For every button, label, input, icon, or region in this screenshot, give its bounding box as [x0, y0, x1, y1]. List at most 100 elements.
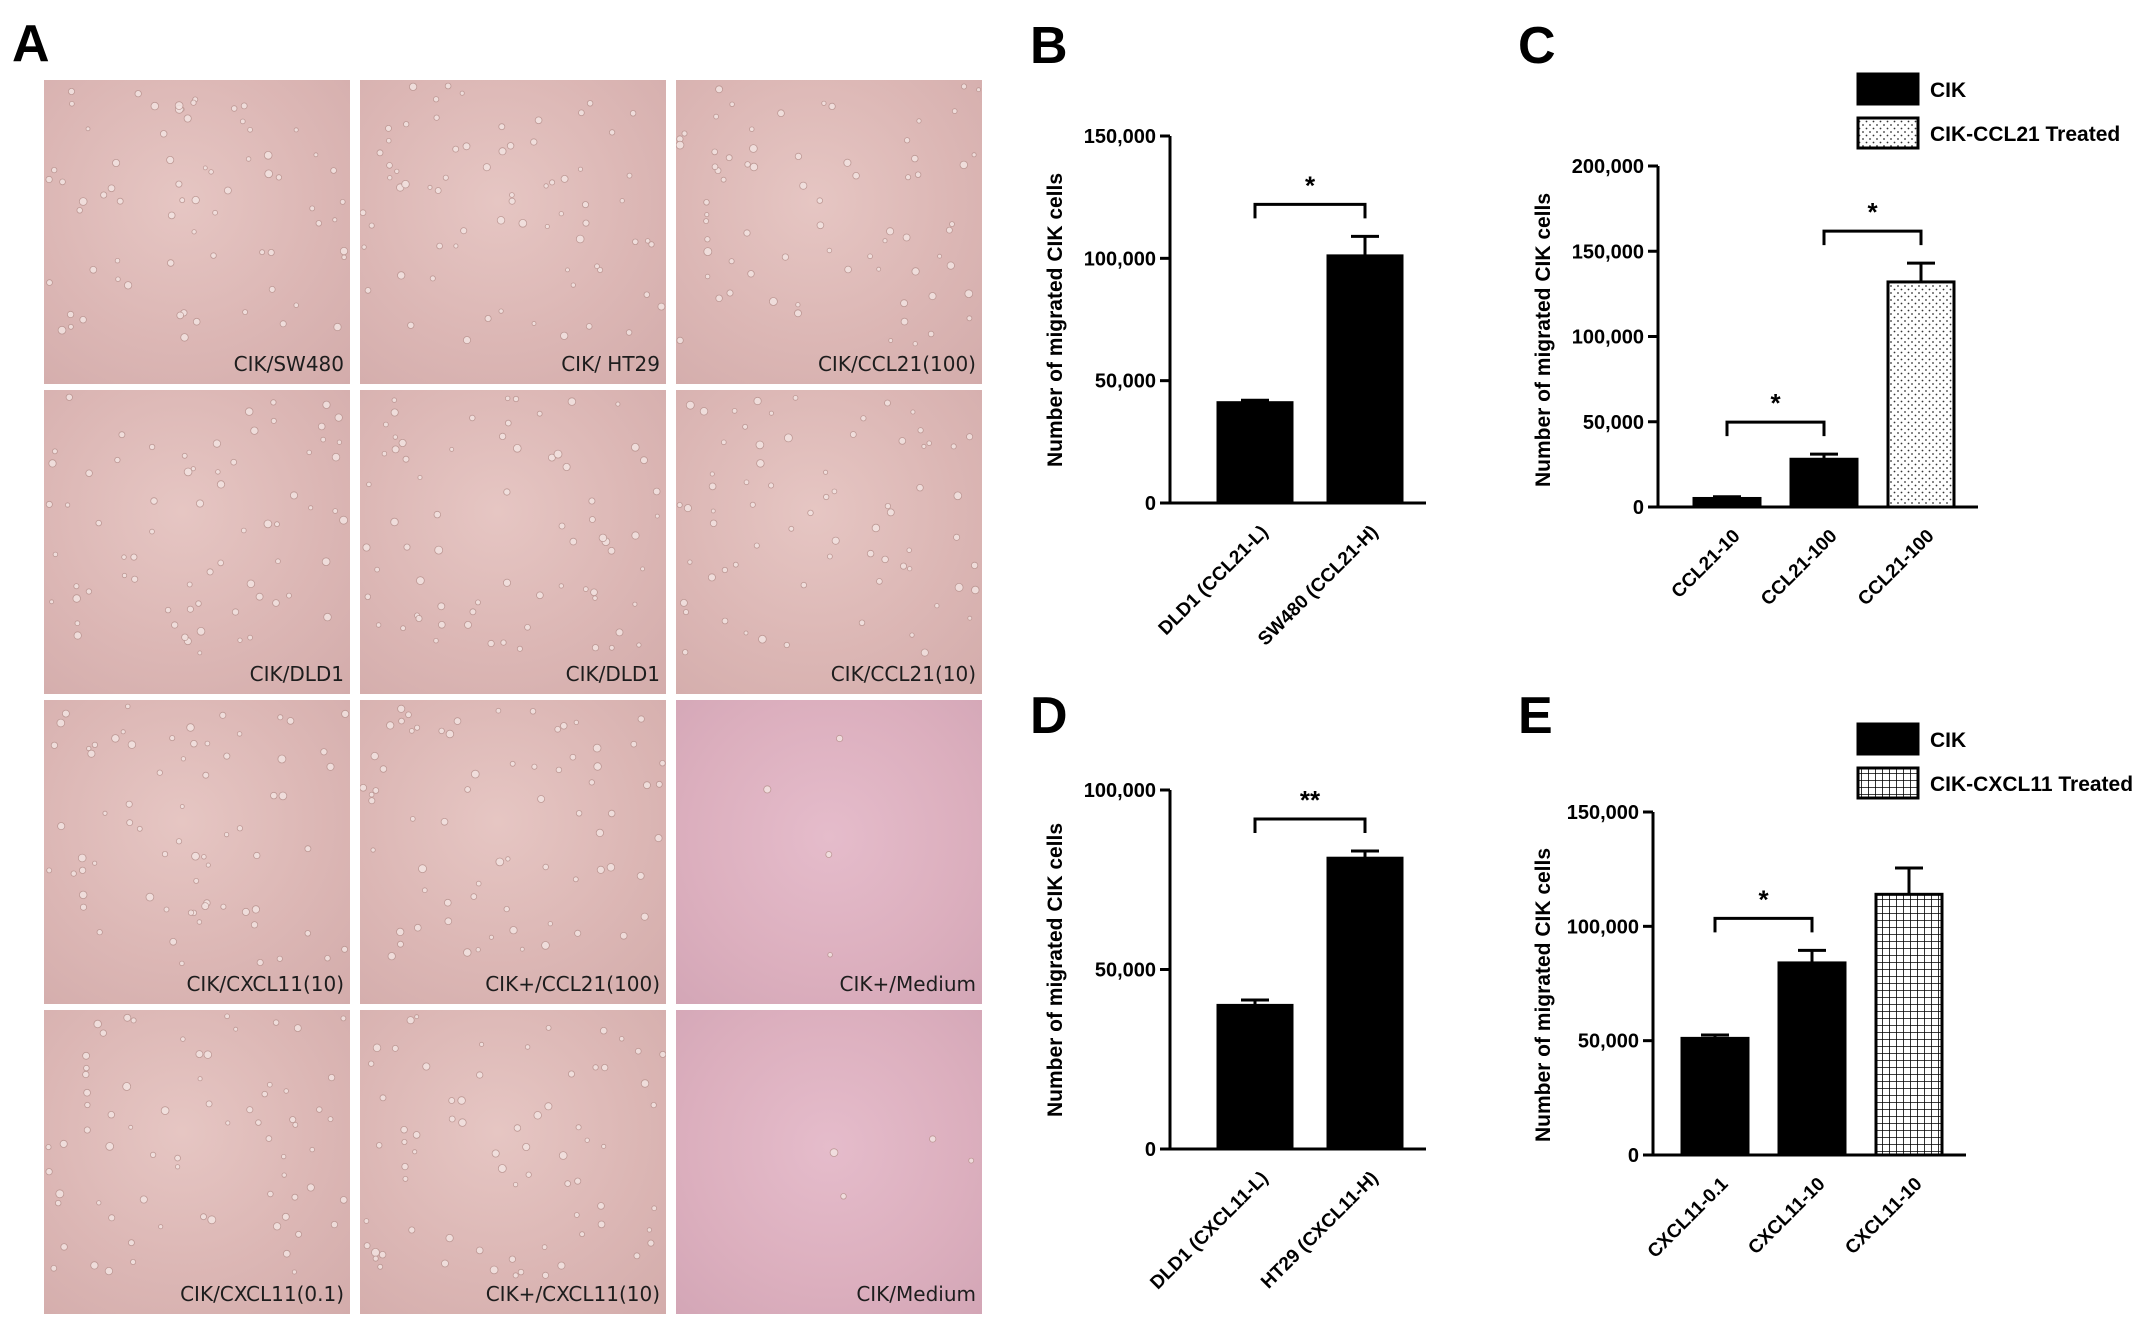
- panel-label-b: B: [1030, 17, 1068, 75]
- cell-texture: [360, 82, 666, 345]
- category-label: CXCL11-10: [1744, 1174, 1829, 1259]
- significance-star: *: [1867, 197, 1878, 227]
- micrograph-label: CIK/Medium: [856, 1282, 976, 1306]
- significance-star: **: [1300, 785, 1321, 815]
- category-label: SW480 (CCL21-H): [1254, 522, 1382, 650]
- legend-label: CIK-CXCL11 Treated: [1930, 773, 2133, 796]
- y-axis-title: Number of migrated CIK cells: [1044, 173, 1067, 467]
- panel-label-a: A: [12, 15, 50, 73]
- significance-star: *: [1305, 170, 1316, 200]
- y-tick-label: 0: [1628, 1145, 1639, 1167]
- y-tick-label: 100,000: [1567, 916, 1639, 938]
- significance-bracket: [1713, 916, 1814, 933]
- y-axis-title: Number of migrated CIK cells: [1532, 193, 1555, 487]
- micrograph-tile: CIK/CXCL11(0.1): [44, 1010, 350, 1314]
- micrograph-tile: CIK/ HT29: [360, 80, 666, 384]
- bar: [1216, 401, 1294, 505]
- panel-label-e: E: [1518, 687, 1553, 745]
- micrograph-label: CIK+/Medium: [839, 972, 976, 996]
- y-tick-label: 0: [1145, 493, 1156, 515]
- legend-swatch: [1856, 72, 1920, 106]
- y-tick-label: 50,000: [1578, 1031, 1639, 1053]
- category-label: HT29 (CXCL11-H): [1257, 1168, 1382, 1293]
- bar-chart-b: 0 50,000 100,000 150,000 Number of migrated …: [1044, 126, 1426, 650]
- significance-star: *: [1770, 388, 1781, 418]
- significance-bracket: [1725, 420, 1826, 437]
- cell-texture: [45, 393, 349, 656]
- micrograph-tile: CIK/CCL21(100): [676, 80, 982, 384]
- micrograph-label: CIK/CXCL11(10): [186, 972, 344, 996]
- cell-texture: [676, 395, 980, 657]
- micrograph-tile: CIK+/Medium: [676, 700, 982, 1004]
- bar-chart-c: 0 50,000 100,000 150,000 200,000 Number of mi…: [1532, 72, 2120, 610]
- y-tick-label: 100,000: [1572, 327, 1644, 349]
- micrograph-label: CIK/CXCL11(0.1): [180, 1282, 344, 1306]
- y-tick-label: 150,000: [1084, 126, 1156, 148]
- cell-texture: [829, 1135, 975, 1200]
- bar: [1874, 892, 1944, 1157]
- micrograph-label: CIK/SW480: [233, 352, 344, 376]
- legend-label: CIK: [1930, 79, 1966, 102]
- micrograph-label: CIK+/CXCL11(10): [485, 1282, 660, 1306]
- y-tick-label: 100,000: [1084, 780, 1156, 802]
- category-label: CXCL11-0.1: [1644, 1173, 1733, 1262]
- y-tick-label: 0: [1145, 1139, 1156, 1161]
- micrograph-tile: CIK/Medium: [676, 1010, 982, 1314]
- legend-label: CIK: [1930, 729, 1966, 752]
- micrograph-label: CIK/ HT29: [561, 352, 660, 376]
- micrograph-tile: CIK/DLD1: [360, 390, 666, 694]
- legend-swatch: [1856, 722, 1920, 756]
- bar: [1692, 496, 1762, 509]
- y-tick-label: 200,000: [1572, 156, 1644, 178]
- bar: [1777, 961, 1847, 1157]
- cell-texture: [360, 704, 666, 961]
- micrograph-tile: CIK/CXCL11(10): [44, 700, 350, 1004]
- category-label: DLD1 (CXCL11-L): [1146, 1168, 1272, 1294]
- legend-label: CIK-CCL21 Treated: [1930, 123, 2120, 146]
- y-axis-title: Number of migrated CIK cells: [1044, 823, 1067, 1117]
- category-label: CCL21-100: [1854, 526, 1938, 610]
- micrograph-grid: CIK/SW480 CIK/ HT29 CIK/CCL21(100) CIK/DLD1…: [44, 80, 990, 1320]
- cell-texture: [676, 83, 982, 347]
- category-label: DLD1 (CCL21-L): [1155, 522, 1273, 640]
- significance-bracket: [1253, 817, 1367, 834]
- bar: [1326, 856, 1404, 1151]
- micrograph-tile: CIK/DLD1: [44, 390, 350, 694]
- cell-texture: [763, 734, 844, 958]
- cell-texture: [362, 395, 661, 652]
- bar: [1886, 280, 1956, 509]
- y-tick-label: 50,000: [1095, 371, 1156, 393]
- significance-bracket: [1253, 202, 1367, 219]
- bar: [1326, 254, 1404, 505]
- y-tick-label: 150,000: [1572, 241, 1644, 263]
- bar: [1680, 1036, 1750, 1157]
- bar-chart-d: 0 50,000 100,000 Number of migrated CIK cel…: [1044, 780, 1426, 1294]
- micrograph-label: CIK/CCL21(100): [817, 352, 976, 376]
- category-label: CCL21-10: [1668, 526, 1745, 603]
- bar: [1216, 1003, 1294, 1151]
- micrograph-tile: CIK+/CCL21(100): [360, 700, 666, 1004]
- bar: [1789, 457, 1859, 509]
- cell-texture: [45, 87, 349, 342]
- panel-label-c: C: [1518, 17, 1556, 75]
- micrograph-tile: CIK/CCL21(10): [676, 390, 982, 694]
- category-label: CXCL11-10: [1841, 1174, 1926, 1259]
- micrograph-label: CIK/DLD1: [565, 662, 660, 686]
- cell-texture: [45, 1013, 348, 1276]
- y-tick-label: 50,000: [1095, 960, 1156, 982]
- micrograph-label: CIK/DLD1: [249, 662, 344, 686]
- legend-swatch: [1856, 116, 1920, 150]
- y-tick-label: 150,000: [1567, 802, 1639, 824]
- category-label: CCL21-100: [1757, 526, 1841, 610]
- y-tick-label: 100,000: [1084, 248, 1156, 270]
- micrograph-tile: CIK/SW480: [44, 80, 350, 384]
- significance-bracket: [1822, 229, 1923, 246]
- cell-texture: [363, 1014, 666, 1279]
- y-tick-label: 0: [1633, 497, 1644, 519]
- y-axis-title: Number of migrated CIK cells: [1532, 848, 1555, 1142]
- micrograph-label: CIK+/CCL21(100): [485, 972, 660, 996]
- y-tick-label: 50,000: [1583, 412, 1644, 434]
- bar-chart-e: 0 50,000 100,000 150,000 Number of migrated …: [1532, 722, 2133, 1262]
- significance-star: *: [1758, 884, 1769, 914]
- cell-texture: [46, 703, 350, 967]
